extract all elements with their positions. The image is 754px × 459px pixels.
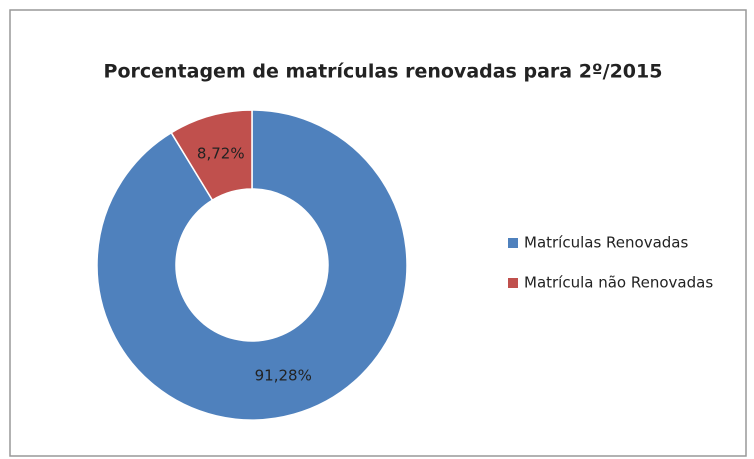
chart-title: Porcentagem de matrículas renovadas para… xyxy=(104,61,663,83)
data-label: 91,28% xyxy=(255,367,312,385)
donut-slice xyxy=(170,109,253,202)
legend-label: Matrícula não Renovadas xyxy=(524,274,713,292)
legend-swatch xyxy=(508,238,518,248)
legend-label: Matrículas Renovadas xyxy=(524,234,688,252)
donut-slice xyxy=(96,109,408,421)
legend-swatch xyxy=(508,278,518,288)
data-label: 8,72% xyxy=(197,144,245,162)
